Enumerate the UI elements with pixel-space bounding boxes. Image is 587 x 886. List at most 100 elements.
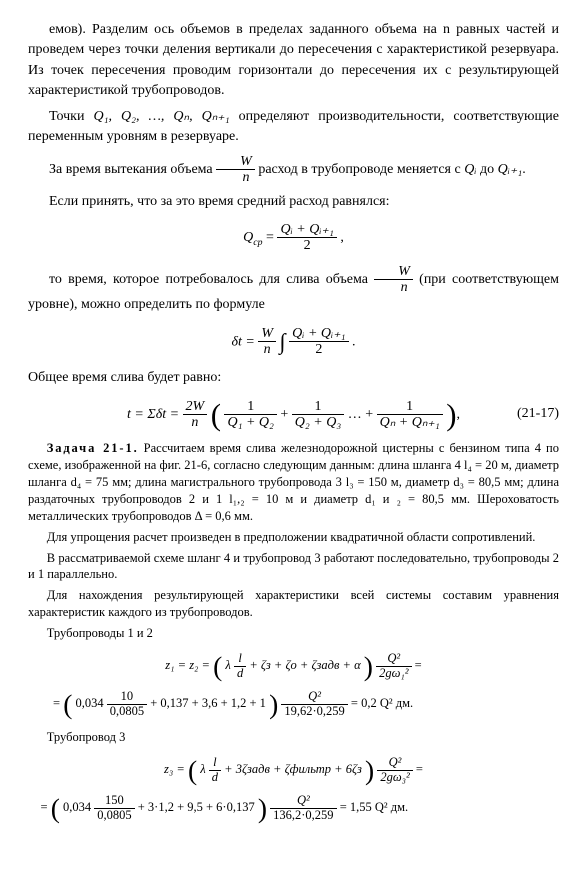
eq3-2Wn: 2Wn — [183, 399, 208, 431]
eq7-q2: Q²136,2·0,259 — [270, 794, 336, 823]
frac-den: n — [216, 170, 255, 185]
eq5-coef: 0,034 — [75, 697, 106, 711]
eq1-den: 2 — [277, 238, 336, 253]
eq3-f1-num: 1 — [224, 399, 276, 415]
eq2-int: ∫ — [280, 329, 286, 354]
eq3-f2-num: 1 — [292, 399, 344, 415]
eq2-num: Qᵢ + Qᵢ₊₁ — [289, 326, 348, 342]
eq3-2Wn-den: n — [183, 415, 208, 430]
eq4-ld: ld — [234, 652, 246, 681]
eq7-pre: = — [41, 800, 51, 814]
p3-pre: За время вытекания объема — [49, 162, 216, 177]
eq2-Wn-den: n — [258, 342, 276, 357]
eq3-f1-den: Q₁ + Q₂ — [224, 415, 276, 430]
eq7-mid: + 3·1,2 + 9,5 + 6·0,137 — [138, 800, 255, 814]
eq6-lhs: z₃ = — [164, 762, 188, 776]
p3-post: расход в трубопроводе меняется с — [258, 162, 464, 177]
eq7-coef: 0,034 — [63, 800, 94, 814]
eq3-2Wn-num: 2W — [183, 399, 208, 415]
eq4-ld-num: l — [234, 652, 246, 667]
paragraph-6: Общее время слива будет равно: — [28, 368, 559, 388]
p2-pre: Точки — [49, 109, 93, 124]
eq6-eq2: = — [416, 762, 423, 776]
equation-qcp: Qcp = Qᵢ + Qᵢ₊₁2 , — [28, 222, 559, 254]
frac-num: W — [374, 264, 413, 280]
task-para-3: В рассматриваемой схеме шланг 4 и трубоп… — [28, 550, 559, 584]
eq6-q2-num: Q² — [377, 756, 412, 771]
frac-W-n-2: Wn — [374, 264, 413, 296]
task-title: Задача 21-1. — [47, 441, 139, 455]
equation-z12-num: = ( 0,034 100,0805 + 0,137 + 3,6 + 1,2 +… — [28, 690, 559, 719]
task-para-1: Задача 21-1. Рассчитаем время слива желе… — [28, 440, 559, 524]
p3-qi1: Qᵢ₊₁ — [498, 162, 523, 177]
paragraph-4: Если принять, что за это время средний р… — [28, 192, 559, 212]
eq6-ld-den: d — [209, 771, 221, 785]
eq2-Wn-num: W — [258, 326, 276, 342]
task-para-4: Для нахождения результирующей характерис… — [28, 587, 559, 621]
frac-num: W — [216, 154, 255, 170]
equation-z3-num: = ( 0,034 1500,0805 + 3·1,2 + 9,5 + 6·0,… — [28, 794, 559, 823]
eq1-sub: cp — [253, 237, 262, 248]
p3-dot: . — [522, 162, 526, 177]
equation-z3: z₃ = ( λ ld + 3ζзадв + ζфильтр + 6ζз ) Q… — [28, 756, 559, 785]
eq5-res: = 0,2 Q² дм. — [351, 697, 413, 711]
eq1-eq: = — [263, 230, 278, 245]
equation-z12: z₁ = z₂ = ( λ ld + ζз + ζо + ζзадв + α )… — [28, 652, 559, 681]
equation-dt: δt = Wn ∫ Qᵢ + Qᵢ₊₁2 . — [28, 326, 559, 358]
paragraph-3: За время вытекания объема Wn расход в тр… — [28, 154, 559, 186]
eq1-num: Qᵢ + Qᵢ₊₁ — [277, 222, 336, 238]
eq3-f3-den: Qₙ + Qₙ₊₁ — [377, 415, 443, 430]
eq4-lhs: z₁ = z₂ = — [165, 658, 213, 672]
eq7-q2-num: Q² — [270, 794, 336, 809]
eq3-lhs: t = Σδt = — [127, 407, 183, 422]
eq3-number: (21-17) — [517, 404, 559, 424]
eq4-lam: λ — [225, 658, 234, 672]
eq7-f: 1500,0805 — [94, 794, 134, 823]
eq2-Wn: Wn — [258, 326, 276, 358]
eq2-den: 2 — [289, 342, 348, 357]
eq3-f1: 1Q₁ + Q₂ — [224, 399, 276, 431]
equation-t: t = Σδt = 2Wn ( 1Q₁ + Q₂ + 1Q₂ + Q₃ … + … — [28, 399, 559, 431]
task-para-2: Для упрощения расчет произведен в предпо… — [28, 529, 559, 546]
eq4-q2: Q²2gω₁² — [376, 652, 411, 681]
eq7-f-den: 0,0805 — [94, 809, 134, 823]
eq7-q2-den: 136,2·0,259 — [270, 809, 336, 823]
eq5-f-den: 0,0805 — [107, 705, 147, 719]
eq2-frac: Qᵢ + Qᵢ₊₁2 — [289, 326, 348, 358]
frac-W-n: Wn — [216, 154, 255, 186]
eq4-ld-den: d — [234, 667, 246, 681]
eq5-pre: = — [53, 697, 63, 711]
eq7-res: = 1,55 Q² дм. — [340, 800, 408, 814]
eq5-q2-num: Q² — [281, 690, 347, 705]
paragraph-1: емов). Разделим ось объемов в пределах з… — [28, 20, 559, 101]
p3-qi: Qᵢ — [464, 162, 476, 177]
p3-to: до — [477, 162, 498, 177]
eq7-f-num: 150 — [94, 794, 134, 809]
eq5-f: 100,0805 — [107, 690, 147, 719]
eq1-lhs: Q — [243, 230, 253, 245]
p2-q: Q₁, Q₂, …, Qₙ, Qₙ₊₁ — [93, 109, 229, 124]
eq3-plus1: + — [280, 407, 291, 422]
frac-den: n — [374, 280, 413, 295]
eq6-mid: + 3ζзадв + ζфильтр + 6ζз — [224, 762, 362, 776]
eq3-f3-num: 1 — [377, 399, 443, 415]
task-block: Задача 21-1. Рассчитаем время слива желе… — [28, 440, 559, 823]
eq4-eq2: = — [415, 658, 422, 672]
eq4-q2-den: 2gω₁² — [376, 667, 411, 681]
eq1-frac: Qᵢ + Qᵢ₊₁2 — [277, 222, 336, 254]
p5-pre: то время, которое потребовалось для слив… — [49, 272, 374, 287]
eq4-mid: + ζз + ζо + ζзадв + α — [249, 658, 360, 672]
eq5-f-num: 10 — [107, 690, 147, 705]
eq6-lam: λ — [200, 762, 209, 776]
eq5-q2-den: 19,62·0,259 — [281, 705, 347, 719]
eq6-q2: Q²2gω₃² — [377, 756, 412, 785]
eq2-lhs: δt = — [231, 334, 258, 349]
eq6-q2-den: 2gω₃² — [377, 771, 412, 785]
pipe3-label: Трубопровод 3 — [28, 729, 559, 746]
eq5-q2: Q²19,62·0,259 — [281, 690, 347, 719]
eq4-q2-num: Q² — [376, 652, 411, 667]
eq3-dots: … + — [348, 407, 377, 422]
eq3-f2-den: Q₂ + Q₃ — [292, 415, 344, 430]
eq6-ld-num: l — [209, 756, 221, 771]
eq3-f3: 1Qₙ + Qₙ₊₁ — [377, 399, 443, 431]
